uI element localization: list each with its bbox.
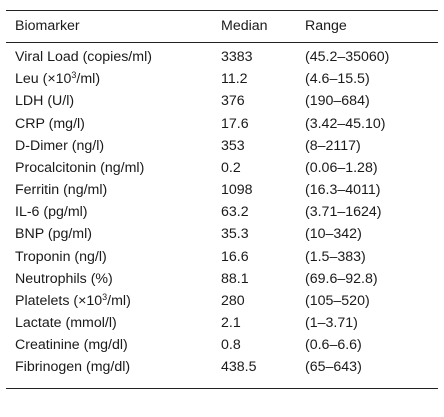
cell-biomarker: Neutrophils (%) xyxy=(15,270,113,287)
table-row: Leu (×103/ml) 11.2 (4.6–15.5) xyxy=(6,68,438,90)
cell-biomarker: Viral Load (copies/ml) xyxy=(15,48,152,65)
cell-range: (1.5–383) xyxy=(305,248,366,265)
biomarker-text: Leu (×10 xyxy=(15,71,72,88)
cell-biomarker: Ferritin (ng/ml) xyxy=(15,182,108,199)
cell-biomarker: Procalcitonin (ng/ml) xyxy=(15,159,145,176)
header-row: Biomarker Median Range xyxy=(6,10,438,43)
table-row: Fibrinogen (mg/dl) 438.5 (65–643) xyxy=(6,356,438,389)
table-row: Creatinine (mg/dl) 0.8 (0.6–6.6) xyxy=(6,334,438,356)
cell-biomarker: Creatinine (mg/dl) xyxy=(15,337,128,354)
cell-median: 280 xyxy=(221,293,245,310)
biomarker-table: Biomarker Median Range Viral Load (copie… xyxy=(6,10,438,389)
cell-biomarker: Lactate (mmol/l) xyxy=(15,315,117,332)
header-median: Median xyxy=(221,10,305,43)
cell-range: (16.3–4011) xyxy=(305,182,381,199)
cell-median: 88.1 xyxy=(221,270,249,287)
cell-biomarker: LDH (U/l) xyxy=(15,93,75,110)
cell-range: (45.2–35060) xyxy=(305,48,390,65)
biomarker-table-container: Biomarker Median Range Viral Load (copie… xyxy=(6,10,438,389)
table-row: BNP (pg/ml) 35.3 (10–342) xyxy=(6,224,438,246)
table-row: CRP (mg/l) 17.6 (3.42–45.10) xyxy=(6,113,438,135)
cell-median: 0.8 xyxy=(221,337,241,354)
table-row: Ferritin (ng/ml) 1098 (16.3–4011) xyxy=(6,179,438,201)
header-range: Range xyxy=(305,10,438,43)
cell-range: (65–643) xyxy=(305,356,438,389)
cell-biomarker: BNP (pg/ml) xyxy=(15,226,92,243)
cell-median: 35.3 xyxy=(221,226,249,243)
cell-range: (10–342) xyxy=(305,226,362,243)
table-row: IL-6 (pg/ml) 63.2 (3.71–1624) xyxy=(6,201,438,223)
cell-median: 3383 xyxy=(221,48,253,65)
exponent: 3 xyxy=(102,292,108,303)
cell-range: (1–3.71) xyxy=(305,315,358,332)
cell-median: 1098 xyxy=(221,182,253,199)
cell-biomarker: Fibrinogen (mg/dl) xyxy=(6,356,221,389)
cell-biomarker: Troponin (ng/l) xyxy=(15,248,107,265)
cell-median: 16.6 xyxy=(221,248,249,265)
cell-biomarker: D-Dimer (ng/l) xyxy=(15,137,105,154)
cell-range: (0.6–6.6) xyxy=(305,337,362,354)
cell-range: (0.06–1.28) xyxy=(305,159,378,176)
cell-median: 353 xyxy=(221,137,245,154)
table-row: Viral Load (copies/ml) 3383 (45.2–35060) xyxy=(6,43,438,69)
cell-median: 63.2 xyxy=(221,204,249,221)
table-row: D-Dimer (ng/l) 353 (8–2117) xyxy=(6,135,438,157)
biomarker-text: Platelets (×10 xyxy=(15,293,103,310)
cell-median: 11.2 xyxy=(221,71,248,88)
exponent: 3 xyxy=(71,70,77,81)
cell-median: 17.6 xyxy=(221,115,249,132)
cell-range: (8–2117) xyxy=(305,137,361,154)
cell-biomarker: CRP (mg/l) xyxy=(15,115,85,132)
cell-range: (190–684) xyxy=(305,93,370,110)
cell-biomarker: Platelets (×103/ml) xyxy=(6,290,221,312)
cell-range: (69.6–92.8) xyxy=(305,270,378,287)
cell-range: (3.42–45.10) xyxy=(305,115,386,132)
cell-range: (105–520) xyxy=(305,293,370,310)
biomarker-unit: /ml) xyxy=(107,293,131,310)
cell-range: (3.71–1624) xyxy=(305,204,382,221)
table-body: Viral Load (copies/ml) 3383 (45.2–35060)… xyxy=(6,43,438,389)
table-row: Procalcitonin (ng/ml) 0.2 (0.06–1.28) xyxy=(6,157,438,179)
table-row: Platelets (×103/ml) 280 (105–520) xyxy=(6,290,438,312)
table-row: Neutrophils (%) 88.1 (69.6–92.8) xyxy=(6,268,438,290)
biomarker-unit: /ml) xyxy=(76,71,101,88)
table-row: Lactate (mmol/l) 2.1 (1–3.71) xyxy=(6,312,438,334)
cell-biomarker: Leu (×103/ml) xyxy=(6,68,221,90)
cell-median: 376 xyxy=(221,93,245,110)
table-header: Biomarker Median Range xyxy=(6,10,438,43)
cell-median: 0.2 xyxy=(221,159,241,176)
cell-biomarker: IL-6 (pg/ml) xyxy=(15,204,88,221)
table-row: LDH (U/l) 376 (190–684) xyxy=(6,90,438,112)
header-biomarker: Biomarker xyxy=(6,10,221,43)
cell-range: (4.6–15.5) xyxy=(305,71,370,88)
cell-median: 438.5 xyxy=(221,356,305,389)
cell-median: 2.1 xyxy=(221,315,241,332)
table-row: Troponin (ng/l) 16.6 (1.5–383) xyxy=(6,246,438,268)
